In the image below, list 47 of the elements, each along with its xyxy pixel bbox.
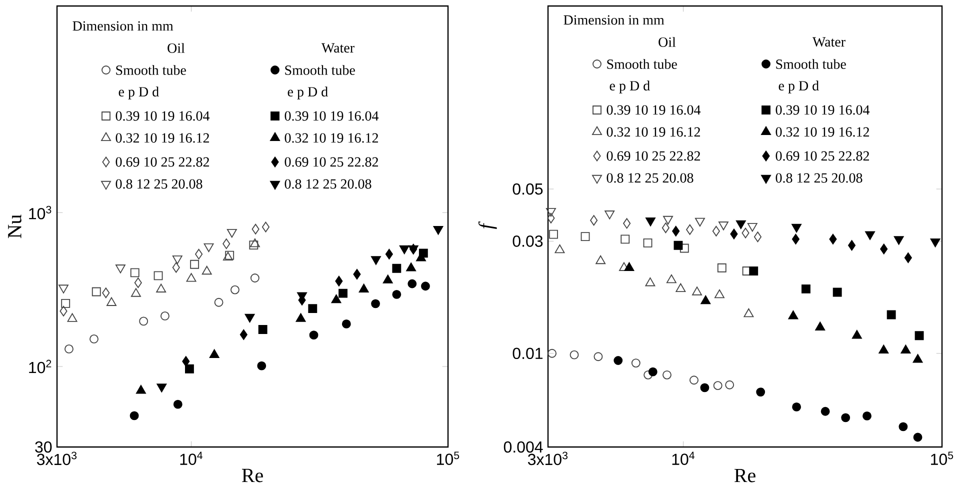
annotation: Oil [168, 43, 185, 53]
y-tick-label: 10$^{2}$ [29, 360, 52, 374]
y-axis-title: Nu [8, 214, 22, 238]
legend-label: 0.8 12 25 20.08 [284, 179, 372, 189]
legend-label: 0.39 10 19 16.04 [776, 105, 870, 115]
legend-label: 0.69 10 25 22.82 [116, 157, 210, 167]
legend-label: 0.39 10 19 16.04 [116, 111, 210, 121]
legend-title: Dimension in mm [564, 15, 664, 25]
legend-label: Smooth tube [776, 59, 846, 69]
legend-label: 0.39 10 19 16.04 [284, 111, 379, 121]
x-tick-label: 10$^{5}$ [931, 452, 954, 465]
annotation: Water [812, 37, 846, 47]
legend-label: 0.39 10 19 16.04 [606, 105, 701, 115]
x-tick-label: 10$^{4}$ [180, 452, 202, 465]
annotation: e p D d [288, 86, 328, 100]
x-tick-label: 10$^{4}$ [672, 452, 695, 465]
x-axis-title: Re [242, 468, 263, 482]
legend-label: 0.32 10 19 16.12 [116, 133, 210, 143]
legend-label: Smooth tube [285, 65, 355, 75]
legend-label: 0.32 10 19 16.12 [606, 127, 700, 137]
y-axis-title: f [478, 221, 497, 230]
legend-label: 0.8 12 25 20.08 [116, 179, 202, 189]
x-axis-title: Re [734, 468, 756, 482]
legend-label: 0.69 10 25 22.82 [606, 151, 700, 161]
legend-label: 0.69 10 25 22.82 [284, 157, 378, 167]
y-tick-label: 0.004 [504, 441, 543, 453]
y-tick-label: 0.03 [512, 236, 543, 247]
y-tick-label: 10$^{3}$ [29, 206, 52, 220]
x-tick-label: 10$^{5}$ [437, 452, 460, 465]
annotation: e p D d [118, 86, 159, 100]
legend-label: Smooth tube [116, 65, 186, 75]
legend-label: 0.8 12 25 20.08 [606, 173, 694, 183]
legend-label: 0.32 10 19 16.12 [284, 133, 378, 143]
legend-label: Smooth tube [607, 59, 677, 69]
legend-label: 0.8 12 25 20.08 [776, 173, 862, 183]
annotation: e p D d [610, 80, 650, 94]
x-tick-label: 3x10$^{3}$ [36, 452, 77, 466]
annotation: Water [321, 43, 354, 53]
legend-label: 0.32 10 19 16.12 [776, 127, 869, 137]
legend-title: Dimension in mm [72, 21, 174, 31]
y-tick-label: 30 [35, 441, 52, 453]
y-tick-label: 0.05 [512, 183, 543, 195]
y-tick-label: 0.01 [512, 348, 543, 360]
annotation: Oil [658, 37, 676, 47]
annotation: e p D d [778, 80, 819, 94]
x-tick-label: 3x10$^{3}$ [528, 452, 568, 466]
legend-label: 0.69 10 25 22.82 [776, 151, 869, 161]
